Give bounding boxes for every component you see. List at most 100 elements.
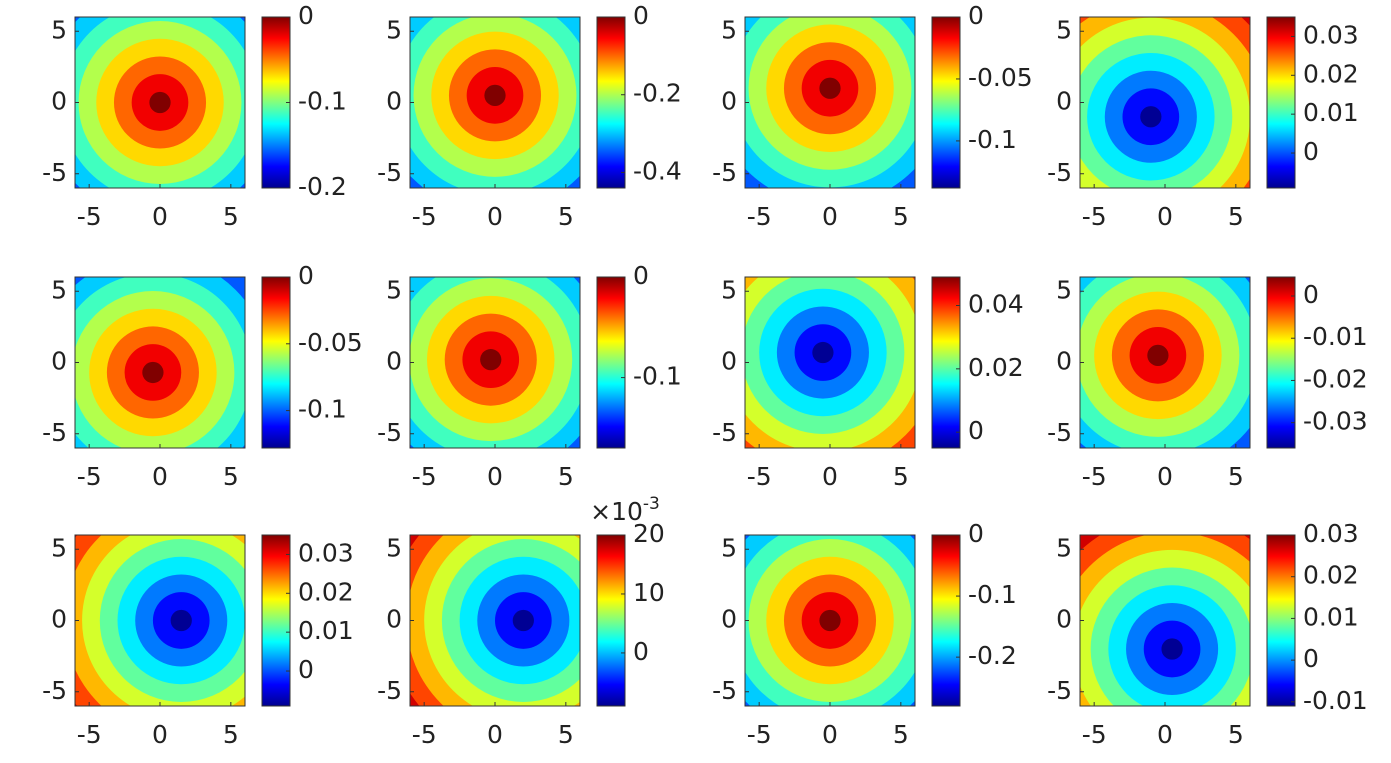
panel: -5 0 5 -5 0 5 0 10 20×10-3 [377,494,665,749]
extremum [484,84,506,106]
panel: -5 0 5 -5 0 5 0 0.02 0.04 [712,275,1024,491]
x-tick-label: -5 [412,720,437,749]
y-tick-label: -5 [377,158,402,187]
x-tick-label: -5 [1082,720,1107,749]
colorbar [596,534,626,707]
colorbar-tick-label: -0.1 [298,87,347,116]
x-tick-label: 0 [1157,202,1173,231]
colorbar-tick-label: -0.05 [968,63,1033,92]
colorbar-tick-label: 0.02 [1303,59,1359,88]
panel: -5 0 5 -5 0 5 -0.1 -0.05 0 [712,1,1033,231]
colorbar [931,16,961,189]
panel: -5 0 5 -5 0 5 -0.4 -0.2 0 [377,1,682,231]
panel: -5 0 5 -5 0 5 0 0.01 0.02 0.03 [42,533,354,749]
colorbar-tick-label: -0.2 [968,641,1017,670]
x-tick-label: 5 [893,720,909,749]
panel: -5 0 5 -5 0 5 -0.01 0 0.01 0.02 0.03 [1047,519,1368,749]
x-tick-label: 0 [822,462,838,491]
x-tick-label: -5 [412,202,437,231]
y-tick-label: 5 [1056,275,1072,304]
colorbar-tick-label: -0.1 [633,362,682,391]
y-tick-label: 5 [721,533,737,562]
y-tick-label: -5 [1047,158,1072,187]
x-tick-label: -5 [1082,462,1107,491]
colorbar-tick-label: 0 [298,261,314,290]
colorbar-tick-label: -0.1 [968,125,1017,154]
x-tick-label: 5 [893,462,909,491]
extremum [149,91,171,114]
colorbar-tick-label: 0 [968,1,984,30]
colorbar [596,16,626,189]
contour-field [745,17,915,188]
contour-field [1080,17,1250,188]
x-tick-label: -5 [1082,202,1107,231]
extremum [819,609,841,632]
colorbar [596,276,626,449]
y-tick-label: 0 [721,605,737,634]
x-tick-label: -5 [77,720,102,749]
extremum [170,609,192,632]
extremum [1140,106,1162,128]
extremum [819,77,841,99]
colorbar-tick-label: -0.1 [298,395,347,424]
colorbar-tick-label: 0 [968,519,984,548]
y-tick-label: -5 [712,418,737,447]
x-tick-label: 0 [152,720,168,749]
y-tick-label: 5 [1056,15,1072,44]
colorbar-scale: ×10-3 [590,494,660,526]
contour-field [745,535,915,706]
y-tick-label: 0 [1056,605,1072,634]
x-tick-label: 0 [152,202,168,231]
x-tick-label: 0 [487,202,503,231]
y-tick-label: -5 [42,418,67,447]
colorbar-tick-label: -0.01 [1303,322,1368,351]
colorbar-tick-label: -0.4 [633,156,682,185]
colorbar-tick-label: -0.03 [1303,407,1368,436]
x-tick-label: 0 [822,202,838,231]
contour-field [1080,277,1250,448]
y-tick-label: 0 [51,347,67,376]
colorbar-tick-label: -0.05 [298,328,363,357]
contour-field [745,277,915,448]
colorbar [1266,276,1296,449]
colorbar [261,16,291,189]
extremum [512,609,534,632]
x-tick-label: 5 [558,720,574,749]
colorbar-tick-label: 0.04 [968,290,1024,319]
contour-field [1080,535,1250,706]
x-tick-label: 0 [487,462,503,491]
contour-field [75,277,245,448]
y-tick-label: -5 [377,676,402,705]
x-tick-label: -5 [77,462,102,491]
contour-field [75,535,245,706]
y-tick-label: 5 [51,15,67,44]
colorbar-tick-label: 0 [968,416,984,445]
x-tick-label: -5 [747,202,772,231]
x-tick-label: 5 [558,462,574,491]
colorbar-tick-label: 0.01 [298,616,354,645]
y-tick-label: -5 [42,676,67,705]
contour-field [410,17,580,188]
colorbar [261,276,291,449]
colorbar-tick-label: 0 [1303,280,1319,309]
y-tick-label: -5 [377,418,402,447]
colorbar-scale-exponent: -3 [643,494,660,514]
y-tick-label: 0 [51,87,67,116]
x-tick-label: -5 [412,462,437,491]
x-tick-label: 5 [223,720,239,749]
y-tick-label: 5 [386,15,402,44]
colorbar-tick-label: 0 [633,637,649,666]
x-tick-label: 5 [558,202,574,231]
y-tick-label: 5 [1056,533,1072,562]
colorbar-tick-label: 0.02 [968,353,1024,382]
colorbar-tick-label: 0.03 [298,538,354,567]
panel: -5 0 5 -5 0 5 -0.1 0 [377,261,682,491]
colorbar-tick-label: 0 [298,655,314,684]
colorbar-tick-label: -0.2 [633,79,682,108]
y-tick-label: 0 [51,605,67,634]
y-tick-label: 5 [51,533,67,562]
y-tick-label: 5 [721,15,737,44]
y-tick-label: 0 [721,87,737,116]
contour-field [75,17,245,188]
